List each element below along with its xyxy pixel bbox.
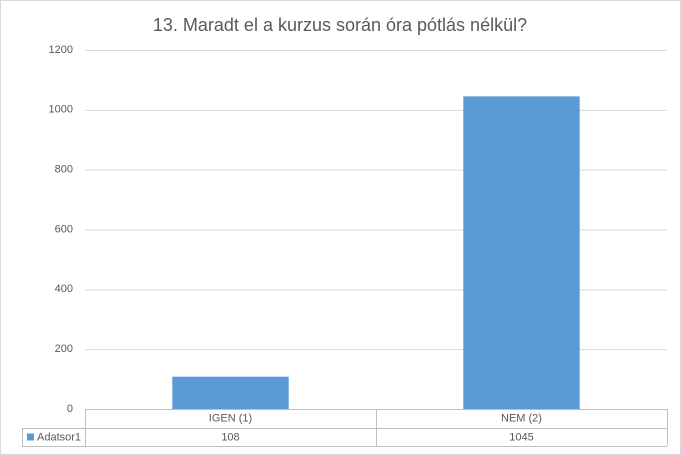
table-value: 1045 xyxy=(509,431,533,443)
y-tick-label: 800 xyxy=(55,164,73,176)
y-tick-label: 1000 xyxy=(49,104,73,116)
y-tick-label: 200 xyxy=(55,343,73,355)
bar xyxy=(172,376,289,409)
x-tick-label: IGEN (1) xyxy=(209,412,252,424)
legend-key xyxy=(27,433,34,441)
bar xyxy=(463,96,580,409)
chart-title: 13. Maradt el a kurzus során óra pótlás … xyxy=(153,15,527,35)
x-tick-label: NEM (2) xyxy=(501,412,542,424)
y-tick-label: 600 xyxy=(55,223,73,235)
y-tick-label: 400 xyxy=(55,283,73,295)
table-value: 108 xyxy=(221,431,239,443)
y-tick-label: 1200 xyxy=(49,44,73,56)
y-tick-label: 0 xyxy=(67,403,73,415)
legend-label: Adatsor1 xyxy=(37,431,81,443)
